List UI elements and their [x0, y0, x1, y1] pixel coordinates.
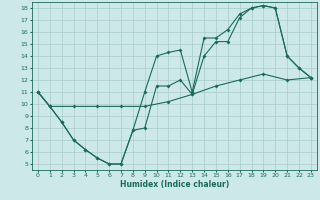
X-axis label: Humidex (Indice chaleur): Humidex (Indice chaleur) — [120, 180, 229, 189]
